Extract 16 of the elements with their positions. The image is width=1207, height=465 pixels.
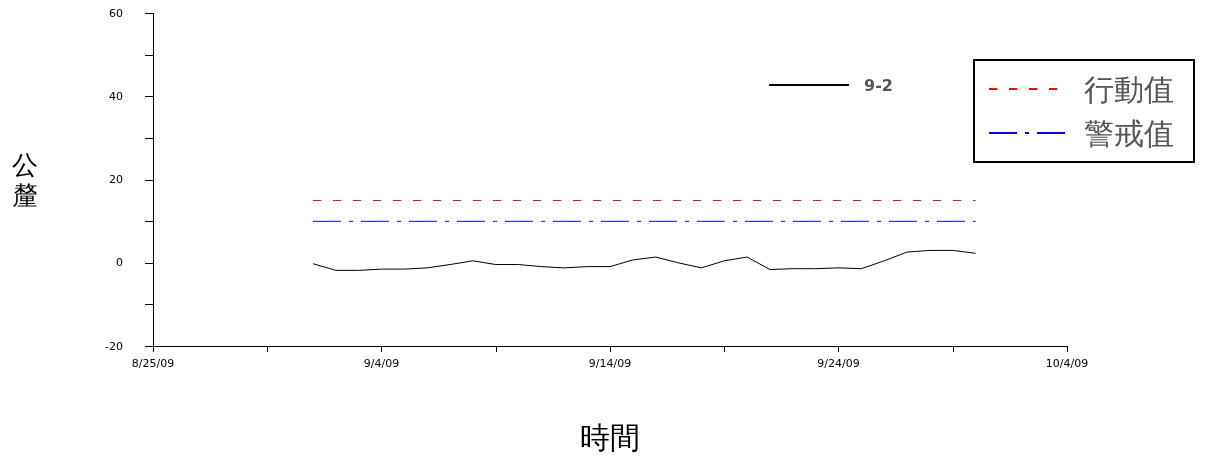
x-axis-title: 時間	[580, 419, 640, 455]
x-tick-label: 9/14/09	[588, 357, 632, 370]
legend-label: 9-2	[864, 75, 893, 95]
legend-label: 警戒值	[1084, 115, 1174, 151]
y-tick-label: -20	[105, 339, 123, 353]
x-tick-label: 9/24/09	[817, 357, 860, 370]
y-tick-label: 40	[109, 90, 123, 104]
line-series	[312, 249, 977, 271]
y-tick-label: 0	[116, 256, 123, 270]
x-tick-label: 8/25/09	[131, 357, 175, 370]
x-tick-label: 10/4/09	[1045, 357, 1089, 370]
y-tick-label: 60	[109, 7, 123, 20]
y-tick-label: 20	[109, 173, 123, 187]
x-tick-label: 9/4/09	[363, 357, 400, 370]
legend-label: 行動值	[1084, 71, 1174, 107]
y-axis-title: 公釐	[12, 149, 38, 210]
